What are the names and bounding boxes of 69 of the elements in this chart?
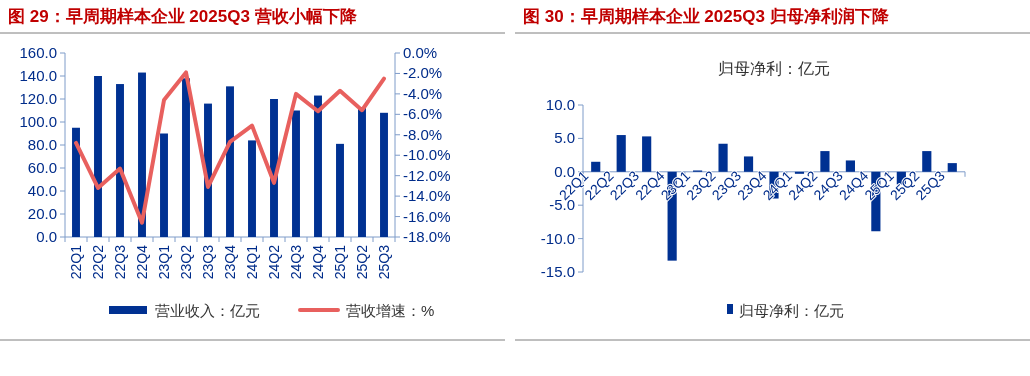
bar [138, 72, 146, 237]
bar [922, 151, 932, 172]
bar [292, 110, 300, 237]
x-tick-label: 22Q2 [90, 244, 106, 280]
y-tick-label: 0.0 [36, 228, 57, 245]
y2-tick-label: 0.0% [403, 44, 438, 61]
chart-subtitle: 归母净利：亿元 [718, 60, 830, 77]
bar [743, 156, 754, 172]
y-tick-label: 160.0 [19, 44, 57, 61]
x-tick-label: 24Q1 [244, 244, 260, 280]
x-tick-label: 22Q4 [134, 244, 150, 280]
y2-tick-label: -12.0% [403, 166, 451, 184]
y2-tick-label: -6.0% [403, 105, 443, 123]
y-tick-label: -10.0 [540, 229, 575, 247]
legend-label: 营收增速：% [346, 302, 435, 319]
bar [845, 160, 855, 172]
bar [718, 143, 728, 172]
y-tick-label: 40.0 [27, 182, 57, 199]
y2-tick-label: -4.0% [403, 84, 443, 102]
y2-tick-label: -16.0% [403, 207, 451, 225]
x-tick-label: 25Q1 [332, 244, 348, 280]
y2-tick-label: -2.0% [403, 64, 443, 82]
y2-tick-label: -18.0% [403, 228, 451, 245]
bar [820, 151, 830, 172]
x-tick-label: 23Q1 [156, 244, 172, 280]
y-tick-label: 5.0 [554, 129, 575, 147]
y2-tick-label: -14.0% [403, 187, 451, 205]
bar [947, 163, 957, 172]
bar [94, 76, 102, 237]
bar [116, 84, 124, 237]
bar [616, 135, 626, 172]
bar [248, 140, 256, 237]
y2-tick-label: -8.0% [403, 125, 443, 143]
x-tick-label: 23Q4 [222, 244, 238, 280]
bar [591, 161, 601, 172]
y-tick-label: 80.0 [27, 136, 57, 153]
bar [380, 112, 388, 237]
y-tick-label: 60.0 [27, 159, 57, 176]
y-tick-label: 10.0 [545, 96, 575, 113]
chart-title: 图 29：早周期样本企业 2025Q3 营收小幅下降 [8, 7, 358, 26]
y-tick-label: -15.0 [540, 263, 575, 280]
bar [270, 99, 278, 237]
chart-title: 图 30：早周期样本企业 2025Q3 归母净利润下降 [523, 7, 890, 26]
bar [358, 107, 366, 237]
y-tick-label: 100.0 [19, 113, 57, 130]
y-tick-label: 120.0 [19, 90, 57, 107]
y2-tick-label: -10.0% [403, 146, 451, 164]
x-tick-label: 24Q3 [288, 244, 304, 280]
x-tick-label: 23Q3 [200, 244, 216, 280]
x-tick-label: 24Q2 [266, 244, 282, 280]
x-tick-label: 25Q3 [376, 244, 392, 280]
line-series [74, 70, 386, 225]
legend-label: 归母净利：亿元 [739, 302, 844, 319]
bar [314, 95, 322, 237]
x-tick-label: 22Q1 [68, 244, 84, 280]
y-tick-label: 140.0 [19, 67, 57, 84]
x-tick-label: 25Q2 [354, 244, 370, 280]
bar [794, 171, 805, 174]
bar [642, 136, 652, 172]
x-tick-label: 23Q2 [178, 244, 194, 280]
bar [72, 127, 80, 237]
x-tick-label: 22Q3 [112, 244, 128, 280]
bar [182, 78, 190, 237]
x-tick-label: 24Q4 [310, 244, 326, 280]
bar [226, 86, 234, 237]
legend-label: 营业收入：亿元 [155, 302, 260, 319]
bar [160, 133, 168, 237]
bar [336, 143, 344, 237]
y-tick-label: 20.0 [27, 205, 57, 222]
